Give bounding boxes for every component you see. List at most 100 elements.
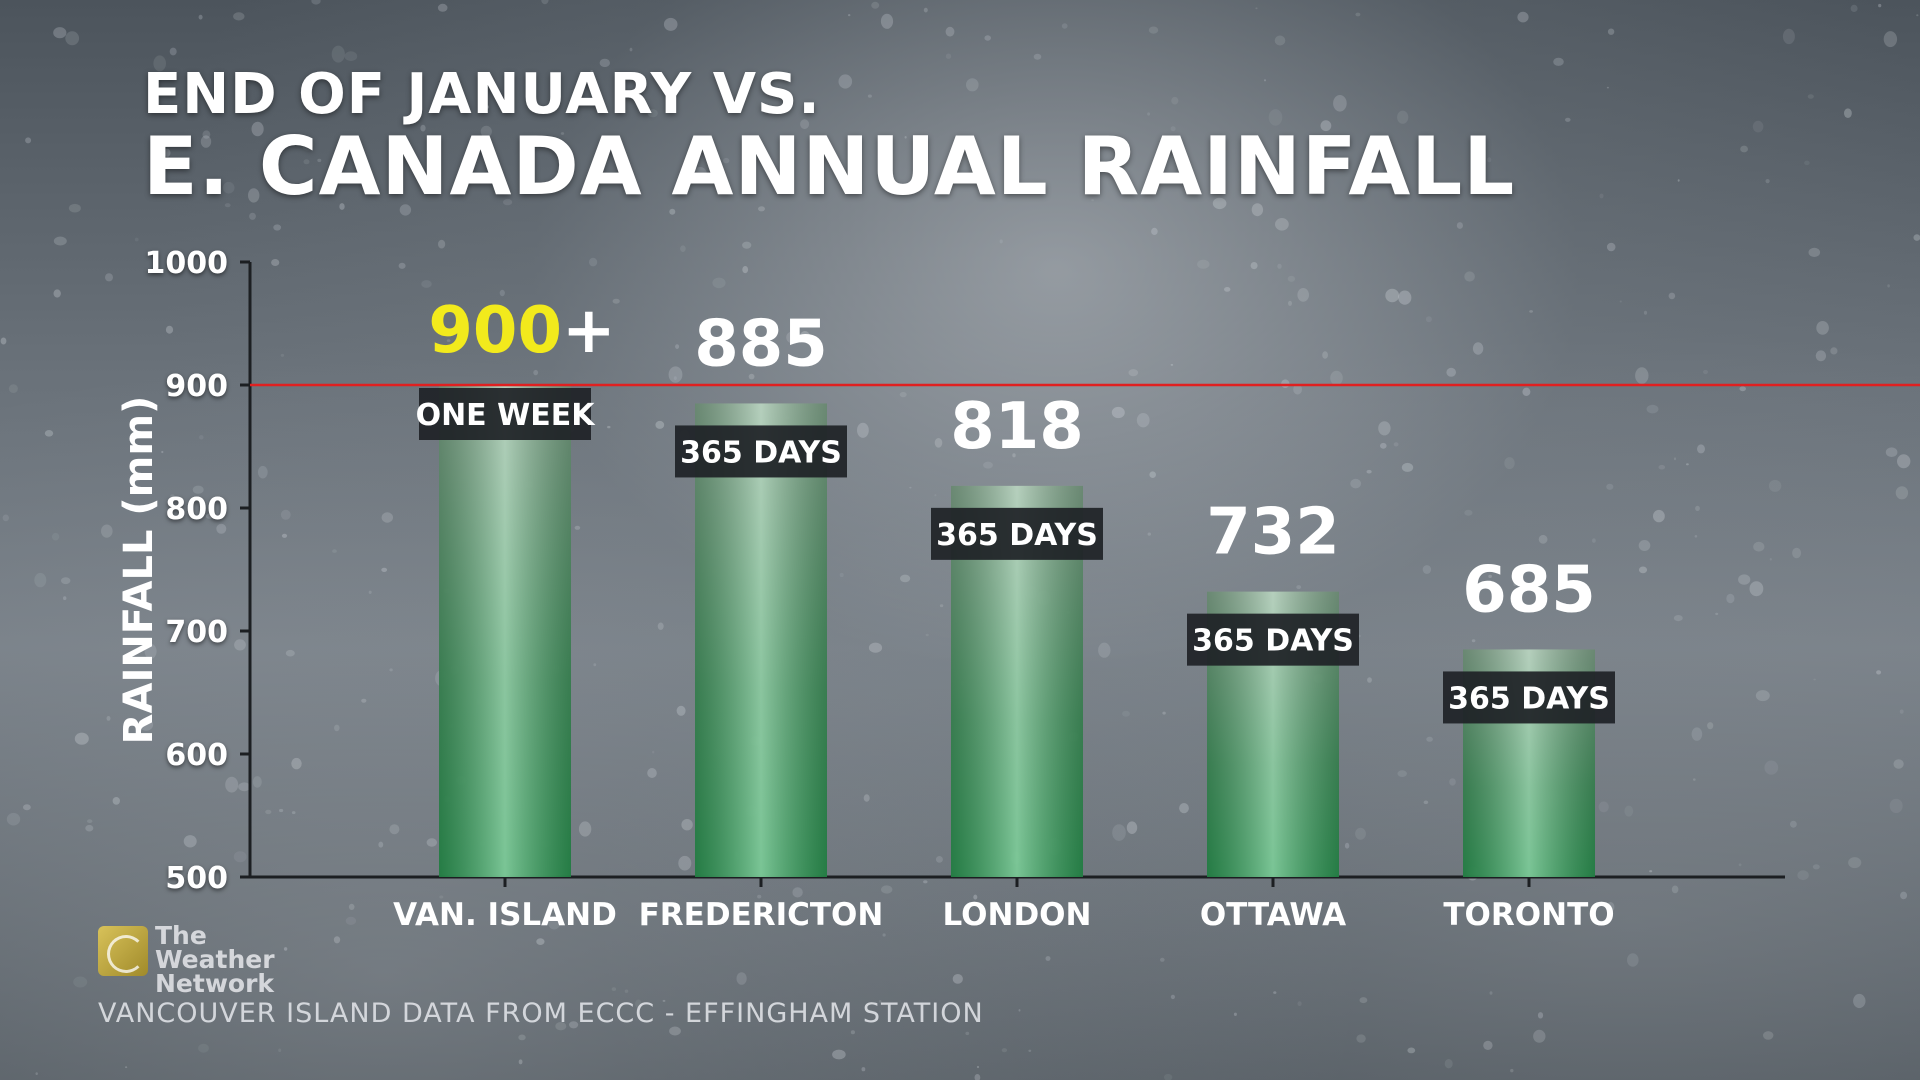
rain-drop bbox=[723, 157, 730, 164]
rain-drop bbox=[339, 203, 345, 210]
rain-drop bbox=[838, 74, 853, 89]
rain-drop bbox=[165, 325, 174, 334]
rain-drop bbox=[1895, 486, 1909, 500]
rain-drop bbox=[44, 430, 54, 437]
rain-drop bbox=[1407, 1047, 1416, 1054]
rain-drop bbox=[560, 132, 565, 135]
rain-drop bbox=[1804, 160, 1810, 166]
rain-drop bbox=[1606, 242, 1616, 252]
rain-drop bbox=[909, 486, 912, 489]
rain-drop bbox=[265, 809, 272, 815]
rain-drop bbox=[952, 974, 963, 984]
rain-drop bbox=[0, 337, 7, 345]
rain-drop bbox=[1288, 300, 1292, 306]
rain-drop bbox=[1264, 79, 1266, 82]
rain-drop bbox=[305, 98, 315, 107]
rain-drop bbox=[1816, 321, 1829, 335]
rain-drop bbox=[1268, 109, 1283, 126]
rain-drop bbox=[965, 1031, 970, 1036]
y-tick-label: 900 bbox=[165, 369, 228, 404]
rain-drop bbox=[635, 999, 642, 1008]
rain-drop bbox=[1171, 96, 1179, 105]
rain-drop bbox=[216, 523, 227, 534]
rain-drop bbox=[536, 938, 545, 945]
rain-drop bbox=[1565, 117, 1571, 122]
rain-drop bbox=[850, 1030, 856, 1035]
rain-drop bbox=[73, 976, 88, 988]
rain-drop bbox=[1850, 4, 1858, 12]
rain-drop bbox=[53, 289, 61, 298]
rain-drop bbox=[1853, 993, 1866, 1009]
rain-drop bbox=[179, 143, 182, 146]
rain-drop bbox=[1273, 991, 1277, 994]
rain-drop bbox=[202, 130, 211, 139]
rain-drop bbox=[839, 572, 844, 578]
rain-drop bbox=[974, 1074, 981, 1080]
rain-drop bbox=[234, 639, 246, 651]
rain-drop bbox=[742, 266, 749, 274]
rain-drop bbox=[139, 718, 154, 731]
rain-drop bbox=[1606, 86, 1609, 89]
rain-drop bbox=[252, 776, 262, 788]
rain-drop bbox=[1764, 760, 1779, 775]
rain-drop bbox=[361, 698, 367, 703]
rain-drop bbox=[1251, 203, 1264, 217]
rain-drop bbox=[283, 947, 288, 951]
value-number: 685 bbox=[1462, 553, 1596, 627]
rain-drop bbox=[1397, 770, 1407, 777]
rain-drop bbox=[1738, 863, 1742, 867]
rain-drop bbox=[161, 450, 164, 454]
rain-drop bbox=[1425, 316, 1432, 323]
rain-drop bbox=[555, 1021, 567, 1031]
category-label: FREDERICTON bbox=[639, 897, 884, 933]
rain-drop bbox=[832, 1049, 846, 1060]
rain-drop bbox=[301, 137, 314, 151]
rain-drop bbox=[678, 855, 692, 871]
rain-drop bbox=[200, 135, 212, 148]
period-box bbox=[1443, 671, 1615, 724]
rain-drop bbox=[1782, 28, 1795, 45]
rain-drop bbox=[1163, 1073, 1173, 1080]
rain-drop bbox=[935, 856, 943, 863]
rain-drop bbox=[1446, 367, 1456, 377]
rain-drop bbox=[880, 13, 894, 29]
period-label: 365 DAYS bbox=[936, 518, 1098, 553]
rain-drop bbox=[273, 224, 282, 231]
rain-drop bbox=[1160, 957, 1165, 962]
rain-drop bbox=[106, 716, 111, 721]
rain-drop bbox=[1715, 612, 1719, 616]
rain-drop bbox=[1522, 387, 1531, 396]
rain-drop bbox=[205, 513, 213, 519]
rain-drop bbox=[1148, 26, 1159, 34]
rain-drop bbox=[1561, 603, 1568, 610]
rain-drop bbox=[1889, 798, 1903, 814]
rain-drop bbox=[1768, 479, 1782, 492]
rain-drop bbox=[105, 273, 113, 282]
rain-drop bbox=[291, 757, 302, 770]
rain-drop bbox=[1224, 287, 1231, 292]
rain-drop bbox=[437, 3, 448, 12]
rain-drop bbox=[153, 55, 166, 72]
rain-drop bbox=[1658, 464, 1666, 470]
rain-drop bbox=[1916, 14, 1919, 17]
rain-drop bbox=[51, 532, 60, 541]
rain-drop bbox=[1673, 457, 1677, 461]
rain-drop bbox=[1456, 222, 1463, 229]
rain-drop bbox=[1045, 956, 1051, 961]
rain-drop bbox=[1887, 284, 1890, 288]
rain-drop bbox=[1697, 444, 1705, 454]
rain-drop bbox=[1671, 885, 1679, 894]
category-label: LONDON bbox=[943, 897, 1092, 933]
rain-drop bbox=[2, 514, 9, 522]
rain-drop bbox=[1749, 581, 1764, 597]
value-label: 900+ bbox=[428, 294, 615, 368]
rain-drop bbox=[1533, 1029, 1546, 1043]
rain-drop bbox=[446, 339, 451, 342]
rain-drop bbox=[163, 148, 171, 157]
rain-drop bbox=[611, 987, 617, 991]
period-label: 365 DAYS bbox=[1448, 681, 1610, 716]
y-tick-label: 700 bbox=[165, 615, 228, 650]
rain-drop bbox=[6, 812, 21, 826]
rain-drop bbox=[192, 485, 204, 494]
value-label: 818 bbox=[950, 390, 1084, 464]
